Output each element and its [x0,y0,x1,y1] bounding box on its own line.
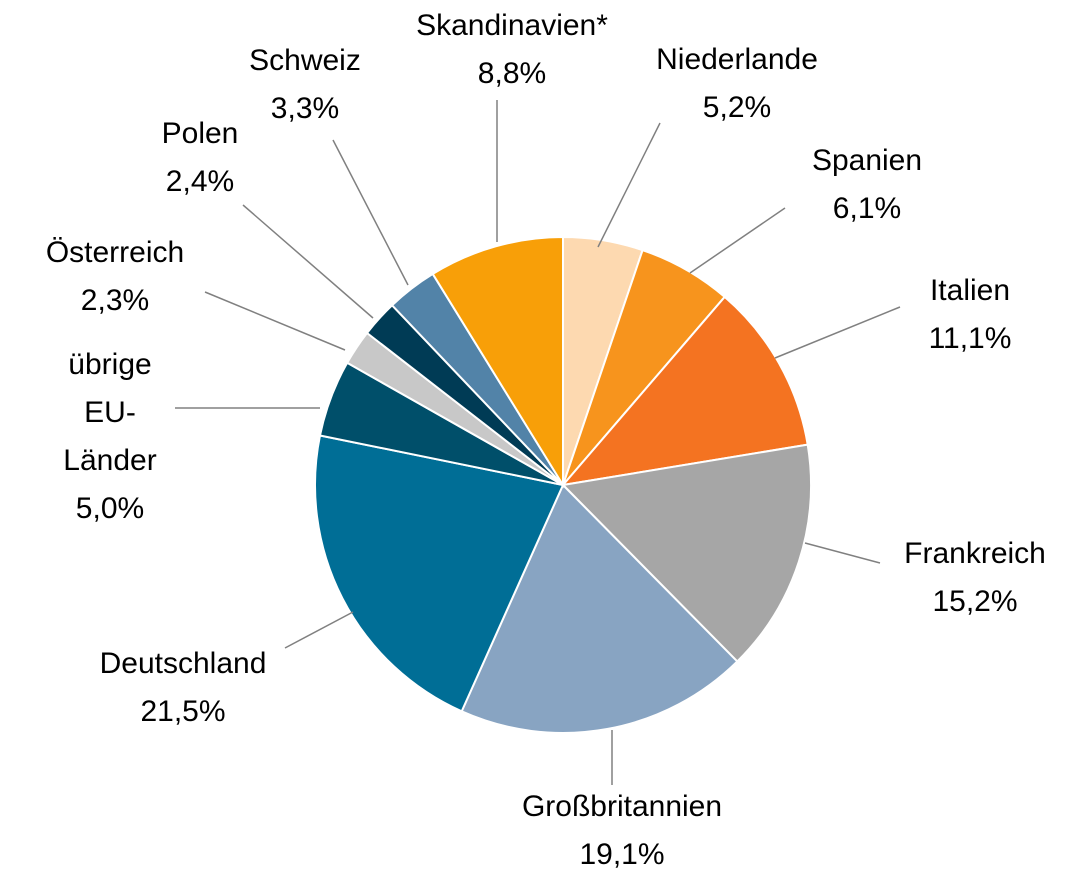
category-label: Polen [161,117,239,150]
leader-line [597,122,661,248]
value-label: 11,1% [928,322,1012,355]
pie-slice [560,443,812,663]
category-label: übrige EU-Länder [63,348,157,477]
category-label: Großbritannien [521,790,723,823]
value-label: 15,2% [932,585,1018,618]
slice-label: Italien 11,1% [929,267,1012,363]
value-label: 19,1% [579,838,665,871]
pie-slice [431,235,564,489]
slice-label: Spanien 6,1% [812,137,922,233]
value-label: 5,0% [75,492,145,525]
slice-label: Deutschland 21,5% [100,640,267,736]
category-label: Österreich [45,236,185,269]
category-label: Schweiz [249,44,361,77]
pie-slice [314,434,565,713]
slice-label: Schweiz 3,3% [249,37,361,133]
slice-label: Skandinavien* 8,8% [416,2,608,98]
category-label: Italien [929,274,1011,307]
leader-line [774,306,901,359]
pie-slice [460,483,739,734]
leader-line [689,207,786,274]
leader-line [284,611,354,649]
category-label: Frankreich [904,537,1046,570]
leader-line [204,291,346,351]
category-label: Spanien [811,144,923,177]
slice-label: Frankreich 15,2% [904,530,1046,626]
slice-label: Niederlande 5,2% [656,36,818,132]
value-label: 3,3% [270,92,340,125]
slice-label: Österreich 2,3% [46,229,184,325]
slice-label: übrige EU-Länder 5,0% [63,341,156,533]
value-label: 8,8% [477,57,547,90]
value-label: 5,2% [702,91,772,124]
value-label: 2,4% [165,165,235,198]
category-label: Deutschland [99,647,267,680]
value-label: 21,5% [140,695,226,728]
value-label: 2,3% [80,284,150,317]
leader-line [804,542,881,564]
slice-label: Großbritannien 19,1% [522,783,722,879]
category-label: Skandinavien* [416,9,608,42]
value-label: 6,1% [832,192,902,225]
category-label: Niederlande [656,43,818,76]
pie-slice [560,295,809,487]
leader-line [242,204,374,319]
leader-line [332,139,409,286]
slice-label: Polen 2,4% [162,110,239,206]
